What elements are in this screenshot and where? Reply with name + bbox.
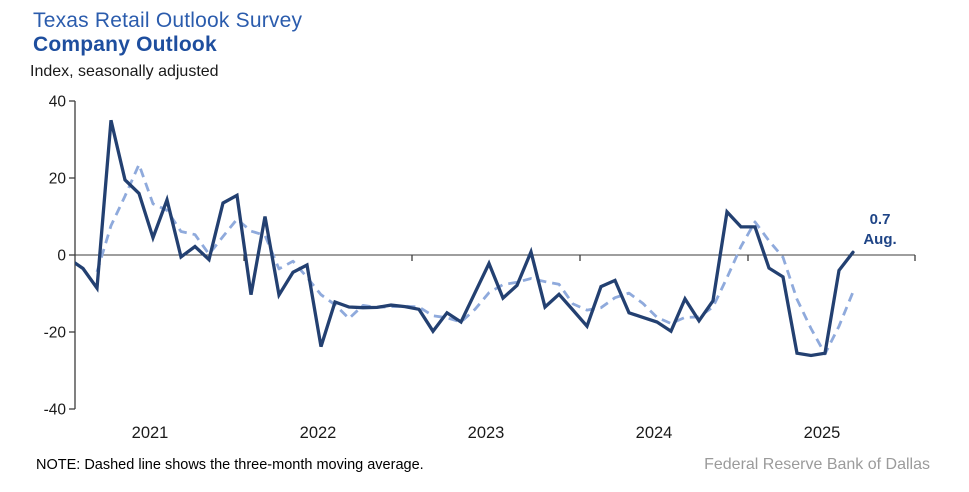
moving-average-line xyxy=(95,163,855,356)
y-tick-label: -40 xyxy=(44,402,67,419)
footnote: NOTE: Dashed line shows the three-month … xyxy=(36,457,424,473)
year-label: 2024 xyxy=(636,424,673,442)
year-label: 2021 xyxy=(132,424,169,442)
axis-units-label: Index, seasonally adjusted xyxy=(30,63,219,80)
chart-title: Company Outlook xyxy=(33,33,217,56)
year-label: 2022 xyxy=(300,424,337,442)
x-axis: 2021 2022 2023 2024 2025 xyxy=(75,254,916,442)
y-tick-label: 0 xyxy=(57,248,66,265)
last-value-number: 0.7 xyxy=(869,211,891,228)
y-tick-label: 40 xyxy=(49,94,67,111)
last-value-month: Aug. xyxy=(863,231,897,249)
last-value-annotation: 0.7 Aug. xyxy=(853,210,907,251)
year-label: 2023 xyxy=(468,424,505,442)
survey-title: Texas Retail Outlook Survey xyxy=(33,9,303,32)
y-axis: 40 20 0 -20 -40 xyxy=(44,94,76,419)
y-tick-label: -20 xyxy=(44,325,67,342)
year-label: 2025 xyxy=(804,424,841,442)
plot-series xyxy=(75,119,855,358)
y-tick-label: 20 xyxy=(49,171,67,188)
index-line xyxy=(75,119,855,358)
source-attribution: Federal Reserve Bank of Dallas xyxy=(704,456,930,473)
